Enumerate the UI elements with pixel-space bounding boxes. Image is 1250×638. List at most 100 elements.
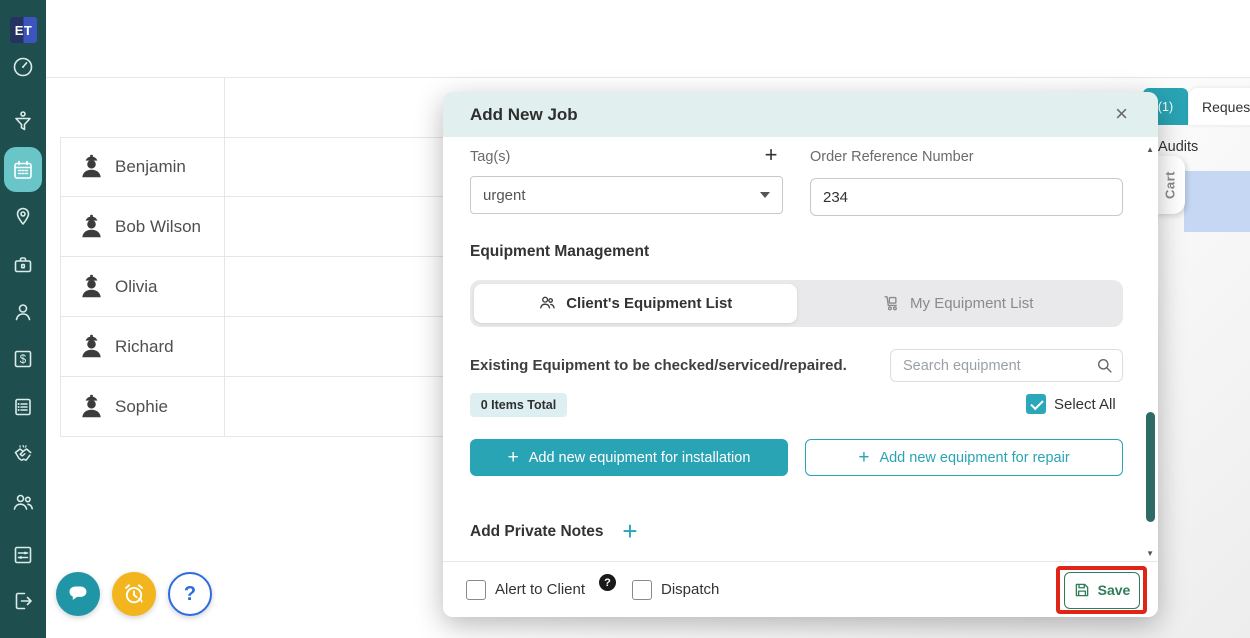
map-pin-icon[interactable] [11,205,35,229]
worker-avatar [78,393,105,421]
equipment-segmented-control: Client's Equipment List My Equipment Lis… [470,280,1123,327]
add-new-job-modal: Add New Job × Tag(s) + urgent Order Refe… [443,92,1158,617]
existing-equipment-label: Existing Equipment to be checked/service… [470,357,847,374]
filter-user-icon[interactable] [11,110,35,134]
tab-request[interactable]: Request [1189,88,1250,125]
chat-bubble-icon [66,582,90,606]
dispatch-checkbox-label: Dispatch [661,581,720,598]
alert-to-client-checkbox[interactable] [466,580,486,600]
audits-panel-title: Audits [1158,139,1199,155]
save-button-label: Save [1097,582,1131,598]
equipment-search-input[interactable] [890,349,1123,382]
modal-footer: Alert to Client ? Dispatch Save [443,561,1158,617]
reminder-fab-button[interactable] [112,572,156,616]
resource-name-cell[interactable]: Richard [60,317,224,376]
worker-avatar [78,273,105,301]
dolly-icon [882,294,901,313]
resource-name-cell[interactable]: Olivia [60,257,224,316]
schedule-cell[interactable] [225,137,450,196]
segment-clients-equipment[interactable]: Client's Equipment List [474,284,797,323]
save-annotation-highlight: Save [1056,566,1147,614]
tab-audits-count-label: (1) [1157,99,1174,114]
handshake-icon[interactable] [11,443,35,467]
segment-my-label: My Equipment List [910,295,1034,312]
cart-tab-label: Cart [1162,170,1178,200]
dollar-square-icon[interactable]: $ [11,347,35,371]
grid-top-border [60,137,450,138]
private-notes-label: Add Private Notes [470,523,604,540]
tags-label: Tag(s) [470,149,511,165]
modal-header: Add New Job × [443,92,1158,137]
dispatch-checkbox[interactable] [632,580,652,600]
chevron-down-icon [760,192,770,198]
resource-name: Bob Wilson [115,216,201,236]
resource-name: Olivia [115,276,158,296]
order-ref-field-wrap [810,178,1123,216]
tags-select-value: urgent [483,186,526,204]
toolbar [46,0,1250,78]
worker-avatar [78,153,105,181]
user-icon[interactable] [11,300,35,324]
gauge-icon[interactable] [11,55,35,79]
save-button[interactable]: Save [1063,571,1140,609]
cart-tab[interactable]: Cart [1155,156,1185,214]
resource-row: Bob Wilson [60,197,450,257]
question-mark-icon: ? [183,582,197,605]
add-equipment-repair-button[interactable]: + Add new equipment for repair [805,439,1123,476]
resource-row: Richard [60,317,450,377]
close-icon[interactable]: × [1115,101,1128,126]
alert-to-client-label: Alert to Client [495,581,586,598]
calendar-icon[interactable] [11,158,35,182]
modal-title: Add New Job [470,105,578,124]
tags-select[interactable]: urgent [470,176,783,214]
sidebar-active-highlight [4,147,42,192]
sliders-square-icon[interactable] [11,543,35,567]
resource-name: Sophie [115,396,168,416]
resource-name-cell[interactable]: Sophie [60,377,224,436]
add-tag-plus-icon[interactable]: + [764,142,778,167]
schedule-cell[interactable] [225,197,450,256]
help-tooltip-icon[interactable]: ? [599,574,616,591]
items-total-badge: 0 Items Total [470,393,567,417]
resource-row: Olivia [60,257,450,317]
resource-name-cell[interactable]: Bob Wilson [60,197,224,256]
search-icon[interactable] [1095,356,1114,375]
add-equipment-repair-label: Add new equipment for repair [879,449,1070,466]
list-document-icon[interactable] [11,395,35,419]
resource-row: Benjamin [60,137,450,197]
resource-name: Benjamin [115,156,186,176]
scroll-down-icon[interactable]: ▼ [1146,549,1154,558]
order-ref-label: Order Reference Number [810,149,974,165]
order-ref-input[interactable] [810,178,1123,216]
equipment-search-wrap [890,349,1123,382]
add-equipment-installation-label: Add new equipment for installation [528,449,751,466]
logout-icon[interactable] [11,589,35,613]
resource-name-cell[interactable]: Benjamin [60,137,224,196]
select-all-checkbox[interactable] [1026,394,1046,414]
schedule-cell[interactable] [225,377,450,436]
people-icon [538,294,557,313]
equipment-heading: Equipment Management [470,243,650,260]
schedule-cell[interactable] [225,257,450,316]
select-all-label: Select All [1054,396,1116,413]
plus-icon: + [507,447,519,468]
audits-panel-body [1184,171,1250,232]
chat-fab-button[interactable] [56,572,100,616]
users-icon[interactable] [11,490,35,514]
resource-name: Richard [115,336,174,356]
svg-text:$: $ [20,354,27,366]
segment-my-equipment[interactable]: My Equipment List [797,284,1120,323]
modal-scrollbar-thumb[interactable] [1146,412,1155,522]
grid-column-divider [224,78,225,437]
add-equipment-installation-button[interactable]: + Add new equipment for installation [470,439,788,476]
plus-icon: + [858,447,870,468]
scroll-up-icon[interactable]: ▲ [1146,145,1154,154]
app-logo: ET [10,17,37,43]
schedule-cell[interactable] [225,317,450,376]
briefcase-icon[interactable] [11,253,35,277]
alarm-clock-icon [121,581,147,607]
sidebar: ET $ [0,0,46,638]
add-note-plus-icon[interactable]: + [622,516,638,546]
help-fab-button[interactable]: ? [168,572,212,616]
